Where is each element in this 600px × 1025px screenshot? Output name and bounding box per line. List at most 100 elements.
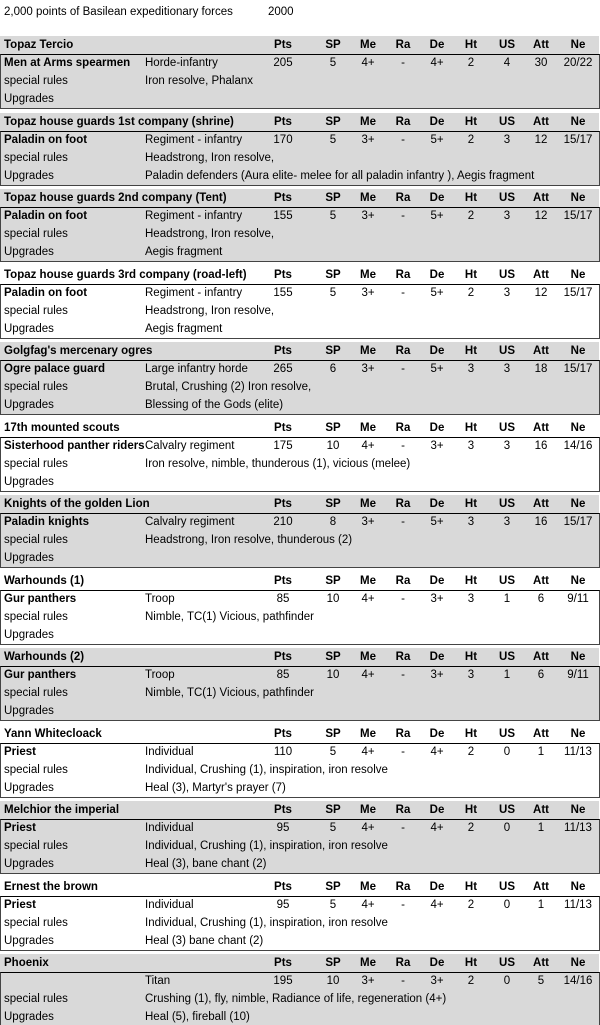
- column-header: Att: [533, 957, 549, 969]
- upgrades: Blessing of the Gods (elite): [145, 399, 284, 411]
- stat-value: 15/17: [563, 516, 593, 528]
- column-header: Pts: [274, 498, 292, 510]
- stat-value: 3: [467, 516, 475, 528]
- stat-value: 3+: [430, 669, 444, 681]
- stat-value: -: [401, 57, 405, 69]
- stat-value: 155: [273, 210, 293, 222]
- column-header: SP: [325, 498, 341, 510]
- stat-value: 175: [273, 439, 293, 452]
- row-label: special rules: [4, 916, 68, 929]
- column-header: Att: [533, 39, 549, 51]
- row-label: special rules: [4, 763, 68, 776]
- stat-value: 3: [503, 439, 511, 452]
- unit-type: Regiment - infantry: [145, 286, 243, 299]
- column-header: SP: [325, 957, 341, 969]
- unit-name: Priest: [4, 745, 36, 758]
- stat-value: 14/16: [563, 975, 593, 987]
- column-header: Me: [360, 880, 376, 893]
- stat-value: -: [401, 363, 405, 375]
- stat-value: 95: [276, 822, 290, 834]
- column-header: Ne: [570, 345, 586, 357]
- unit-block: Warhounds (2) Pts SP Me Ra De Ht US Att Ne Gur pan…: [0, 648, 600, 721]
- column-header: Att: [533, 804, 549, 816]
- upgrades: Paladin defenders (Aura elite- melee for…: [145, 169, 535, 182]
- stat-value: 1: [537, 822, 545, 834]
- stat-value: 15/17: [563, 133, 593, 146]
- column-header: SP: [325, 421, 341, 434]
- stat-value: 4+: [361, 592, 375, 605]
- unit-name: Sisterhood panther riders: [4, 439, 145, 452]
- unit-block: 17th mounted scouts Pts SP Me Ra De Ht US Att Ne S…: [0, 418, 600, 492]
- row-label: Upgrades: [4, 475, 54, 488]
- column-header: Ht: [464, 804, 478, 816]
- column-header: Att: [533, 421, 549, 434]
- stat-value: 3+: [361, 286, 375, 299]
- row-label: Upgrades: [4, 93, 54, 105]
- stat-value: 16: [534, 516, 548, 528]
- column-header: Ne: [570, 498, 586, 510]
- stat-value: 5: [537, 975, 545, 987]
- group-name: Melchior the imperial: [4, 804, 120, 816]
- column-header: Ht: [464, 421, 478, 434]
- column-header: Pts: [274, 192, 292, 204]
- column-header: Me: [360, 498, 376, 510]
- column-header: Me: [360, 268, 376, 281]
- stat-value: 3: [467, 439, 475, 452]
- column-header: Ra: [395, 39, 411, 51]
- stat-value: 265: [273, 363, 293, 375]
- stat-value: -: [401, 822, 405, 834]
- column-header: Ht: [464, 574, 478, 587]
- stat-value: 85: [276, 669, 290, 681]
- column-header: Pts: [274, 804, 292, 816]
- column-header: Ra: [395, 957, 411, 969]
- column-header: SP: [325, 115, 341, 128]
- stat-value: -: [401, 516, 405, 528]
- stat-value: 4+: [361, 745, 375, 758]
- unit-block: Topaz house guards 2nd company (Tent) Pts…: [0, 189, 600, 262]
- unit-block: Topaz house guards 1st company (shrine) P…: [0, 112, 600, 186]
- stat-value: 4+: [430, 822, 444, 834]
- stat-value: 15/17: [563, 363, 593, 375]
- row-label: Upgrades: [4, 1011, 54, 1023]
- column-header: Me: [360, 727, 376, 740]
- column-header: Ne: [570, 39, 586, 51]
- column-header: Ra: [395, 880, 411, 893]
- stat-value: 5: [329, 133, 337, 146]
- column-header: SP: [325, 880, 341, 893]
- column-header: US: [499, 498, 515, 510]
- row-label: Upgrades: [4, 552, 54, 564]
- stat-value: 14/16: [563, 439, 593, 452]
- column-header: SP: [325, 192, 341, 204]
- stat-value: 2: [467, 745, 475, 758]
- unit-name: Paladin on foot: [4, 210, 88, 222]
- column-header: De: [429, 192, 445, 204]
- stat-value: 1: [503, 669, 511, 681]
- column-header: Ht: [464, 39, 478, 51]
- stat-value: 155: [273, 286, 293, 299]
- column-header: Ht: [464, 957, 478, 969]
- stat-value: 3+: [430, 439, 444, 452]
- unit-type: Calvalry regiment: [145, 516, 235, 528]
- column-header: Ra: [395, 192, 411, 204]
- row-label: special rules: [4, 687, 68, 699]
- stat-value: 2: [467, 822, 475, 834]
- stat-value: 4+: [361, 898, 375, 911]
- stat-value: -: [401, 745, 405, 758]
- stat-value: 30: [534, 57, 548, 69]
- column-header: Att: [533, 498, 549, 510]
- stat-value: 3+: [361, 516, 375, 528]
- stat-value: 0: [503, 745, 511, 758]
- stat-value: 2: [467, 133, 475, 146]
- column-header: Ne: [570, 880, 586, 893]
- stat-value: 6: [329, 363, 337, 375]
- column-header: Ne: [570, 192, 586, 204]
- column-header: US: [499, 880, 515, 893]
- column-header: Pts: [274, 957, 292, 969]
- unit-block: Warhounds (1) Pts SP Me Ra De Ht US Att Ne Gur pan…: [0, 571, 600, 645]
- stat-value: 12: [534, 286, 548, 299]
- column-header: Me: [360, 574, 376, 587]
- column-header: De: [429, 804, 445, 816]
- column-header: Me: [360, 115, 376, 128]
- unit-block: Yann Whitecloack Pts SP Me Ra De Ht US Att Ne Prie…: [0, 724, 600, 798]
- stat-value: 9/11: [567, 669, 589, 681]
